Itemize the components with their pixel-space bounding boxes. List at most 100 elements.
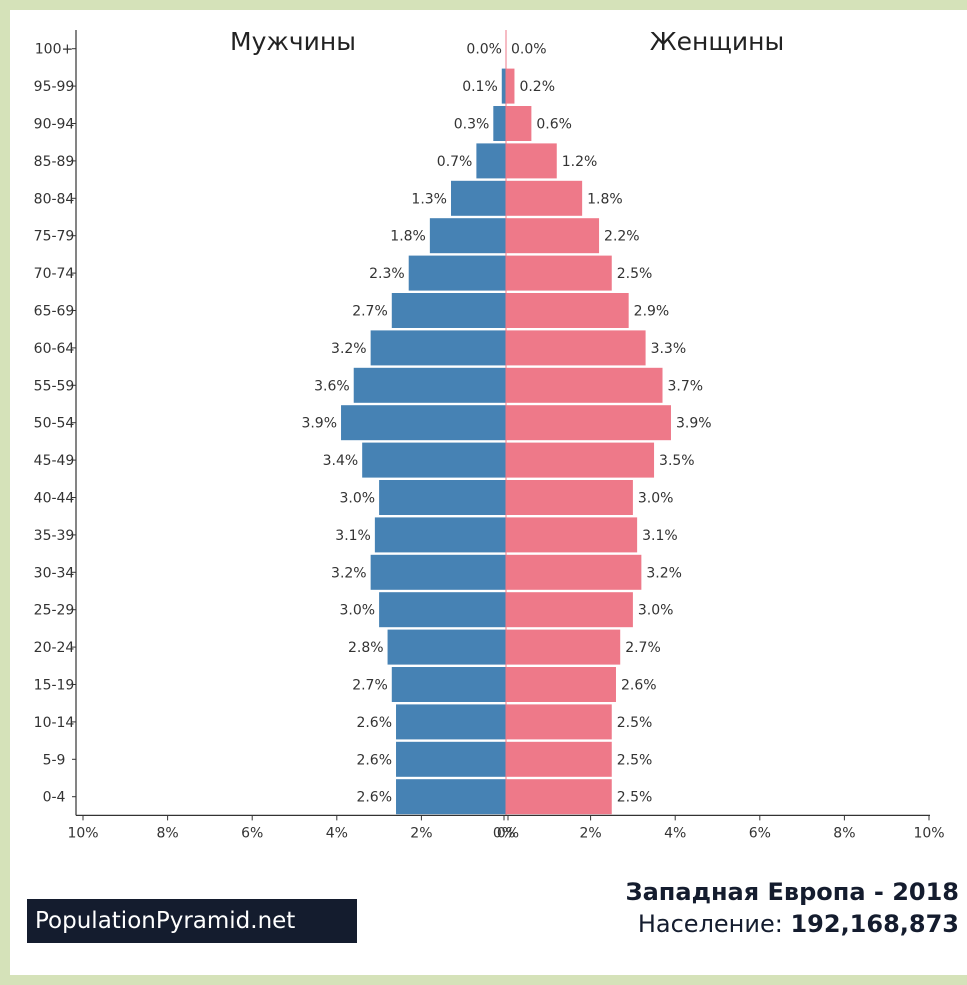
bar-female-5-9 <box>506 741 612 777</box>
value-label-female: 2.5% <box>617 752 653 768</box>
x-tick-label: 6% <box>749 825 771 841</box>
x-tick-label: 6% <box>241 825 263 841</box>
bar-female-50-54 <box>506 405 671 441</box>
value-label-female: 3.3% <box>651 341 687 357</box>
bar-female-65-69 <box>506 293 629 328</box>
value-label-male: 0.1% <box>462 79 498 95</box>
bar-male-20-24 <box>387 629 506 665</box>
value-label-male: 1.3% <box>411 191 447 207</box>
population-total: Население: 192,168,873 <box>638 910 959 938</box>
bar-male-70-74 <box>408 255 506 291</box>
age-label: 90-94 <box>34 117 75 133</box>
bar-male-5-9 <box>396 741 506 777</box>
bar-female-80-84 <box>506 180 583 216</box>
x-tick-label: 8% <box>156 825 178 841</box>
age-label: 20-24 <box>34 640 75 656</box>
bar-female-45-49 <box>506 442 655 478</box>
chart-title: Западная Европа - 2018 <box>625 878 959 906</box>
age-label: 35-39 <box>34 528 75 544</box>
bar-male-10-14 <box>396 704 506 740</box>
value-label-female: 3.0% <box>638 491 674 507</box>
x-tick-label: 0% <box>493 825 515 841</box>
bar-female-25-29 <box>506 592 633 628</box>
value-label-female: 3.5% <box>659 453 695 469</box>
bar-male-50-54 <box>341 405 506 441</box>
value-label-female: 1.8% <box>587 191 623 207</box>
bar-female-60-64 <box>506 330 646 366</box>
bar-male-15-19 <box>391 667 506 702</box>
value-label-female: 3.9% <box>676 416 712 432</box>
bar-male-65-69 <box>391 293 506 328</box>
age-label: 80-84 <box>34 191 75 207</box>
bar-male-0-4 <box>396 779 506 815</box>
value-label-female: 1.2% <box>562 154 598 170</box>
age-label: 15-19 <box>34 678 75 694</box>
bar-female-15-19 <box>506 667 616 702</box>
age-label: 65-69 <box>34 304 75 320</box>
value-label-female: 2.9% <box>634 304 670 320</box>
value-label-female: 2.5% <box>617 266 653 282</box>
age-label: 70-74 <box>34 266 75 282</box>
value-label-female: 2.2% <box>604 229 640 245</box>
x-tick-label: 10% <box>67 825 98 841</box>
value-label-female: 3.7% <box>668 378 704 394</box>
x-tick-label: 10% <box>913 825 944 841</box>
value-label-female: 0.6% <box>536 117 572 133</box>
value-label-male: 3.0% <box>340 603 376 619</box>
bar-male-90-94 <box>493 106 506 141</box>
bar-female-0-4 <box>506 779 612 815</box>
bar-female-85-89 <box>506 143 557 179</box>
bar-female-75-79 <box>506 218 600 254</box>
value-label-female: 3.0% <box>638 603 674 619</box>
value-label-male: 2.6% <box>356 752 392 768</box>
value-label-male: 3.1% <box>335 528 371 544</box>
age-label: 50-54 <box>34 416 75 432</box>
bar-male-80-84 <box>451 180 506 216</box>
age-label: 30-34 <box>34 565 75 581</box>
x-tick-label: 0% <box>497 825 519 841</box>
value-label-male: 0.3% <box>454 117 490 133</box>
bar-male-45-49 <box>362 442 506 478</box>
age-label: 5-9 <box>43 752 66 768</box>
age-label: 40-44 <box>34 491 75 507</box>
bar-male-75-79 <box>429 218 506 254</box>
x-tick-label: 4% <box>326 825 348 841</box>
bar-male-35-39 <box>374 517 506 553</box>
age-label: 55-59 <box>34 378 75 394</box>
bar-female-35-39 <box>506 517 638 553</box>
value-label-male: 0.7% <box>437 154 473 170</box>
x-tick-label: 2% <box>410 825 432 841</box>
value-label-female: 2.5% <box>617 790 653 806</box>
value-label-male: 3.9% <box>301 416 337 432</box>
population-label: Население: <box>637 910 783 938</box>
bar-male-60-64 <box>370 330 506 366</box>
value-label-female: 2.7% <box>625 640 661 656</box>
value-label-female: 2.6% <box>621 678 657 694</box>
brand-logo-link[interactable]: PopulationPyramid.net <box>27 899 357 943</box>
value-label-male: 3.4% <box>323 453 359 469</box>
age-label: 95-99 <box>34 79 75 95</box>
age-label: 75-79 <box>34 229 75 245</box>
value-label-female: 2.5% <box>617 715 653 731</box>
bar-female-55-59 <box>506 367 663 403</box>
x-tick-label: 8% <box>833 825 855 841</box>
chart-frame: 100+ 0.0% 0.0% 95-99 0.1% 0.2% 90-94 0.3% 0.6% 85… <box>10 10 967 975</box>
value-label-female: 3.1% <box>642 528 678 544</box>
bar-male-30-34 <box>370 554 506 590</box>
value-label-male: 3.2% <box>331 341 367 357</box>
value-label-male: 3.6% <box>314 378 350 394</box>
bar-male-95-99 <box>501 68 506 104</box>
value-label-male: 3.0% <box>340 491 376 507</box>
value-label-female: 3.2% <box>646 565 682 581</box>
age-label: 60-64 <box>34 341 75 357</box>
bar-male-55-59 <box>353 367 506 403</box>
bar-female-90-94 <box>506 106 532 141</box>
value-label-female: 0.2% <box>519 79 555 95</box>
bar-male-85-89 <box>476 143 506 179</box>
value-label-male: 2.8% <box>348 640 384 656</box>
value-label-male: 3.2% <box>331 565 367 581</box>
bar-female-10-14 <box>506 704 612 740</box>
bar-female-40-44 <box>506 480 633 515</box>
male-header: Мужчины <box>230 27 356 56</box>
bar-female-20-24 <box>506 629 621 665</box>
